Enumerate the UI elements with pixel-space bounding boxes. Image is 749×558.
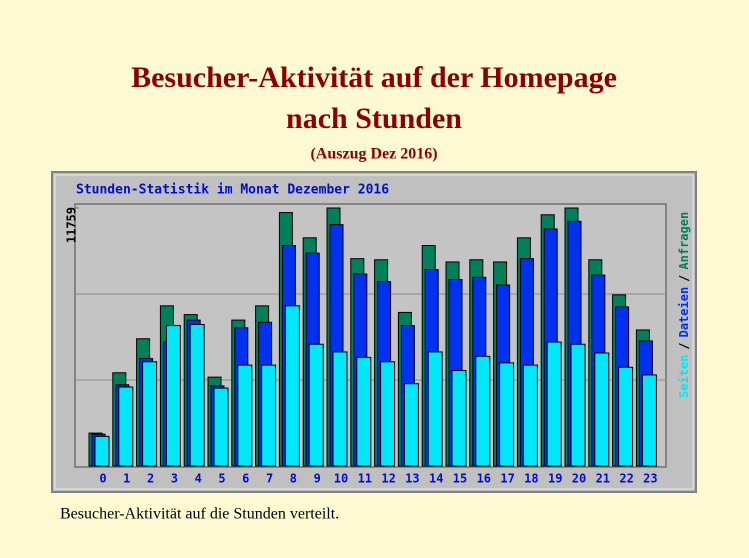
x-tick-label: 17 bbox=[500, 472, 514, 486]
x-tick-label: 23 bbox=[643, 472, 657, 486]
bar bbox=[403, 383, 419, 467]
bar bbox=[308, 343, 324, 467]
slide-title: Besucher-Aktivität auf der Homepage bbox=[131, 61, 617, 94]
x-tick-label: 20 bbox=[572, 472, 586, 486]
legend-entry: Dateien bbox=[677, 287, 691, 338]
x-tick-label: 7 bbox=[266, 472, 273, 486]
x-tick-label: 4 bbox=[195, 472, 202, 486]
legend: Seiten / Dateien / Anfragen bbox=[677, 212, 691, 398]
slide-title: nach Stunden bbox=[286, 102, 462, 135]
legend-separator: / bbox=[677, 342, 691, 349]
x-tick-label: 6 bbox=[242, 472, 249, 486]
bar bbox=[641, 374, 657, 467]
bar bbox=[356, 356, 372, 467]
x-tick-label: 12 bbox=[381, 472, 395, 486]
x-tick-label: 10 bbox=[334, 472, 348, 486]
bar bbox=[522, 364, 538, 467]
x-tick-label: 1 bbox=[123, 472, 130, 486]
bar bbox=[594, 352, 610, 467]
bar bbox=[237, 364, 253, 467]
y-tick-label: 11759 bbox=[65, 207, 79, 243]
x-tick-label: 14 bbox=[429, 472, 443, 486]
bar bbox=[427, 351, 443, 467]
legend-entry: Anfragen bbox=[677, 212, 691, 270]
chart-bevel bbox=[54, 174, 694, 490]
bar bbox=[213, 387, 229, 467]
bar bbox=[118, 386, 134, 467]
bar bbox=[261, 364, 277, 467]
x-tick-label: 11 bbox=[358, 472, 372, 486]
bar bbox=[142, 361, 158, 467]
bar bbox=[94, 435, 110, 467]
x-tick-label: 13 bbox=[405, 472, 419, 486]
x-tick-label: 2 bbox=[147, 472, 154, 486]
caption: Besucher-Aktivität auf die Stunden verte… bbox=[60, 506, 339, 523]
x-tick-label: 22 bbox=[619, 472, 633, 486]
bar bbox=[380, 361, 396, 467]
x-tick-label: 16 bbox=[477, 472, 491, 486]
bar bbox=[618, 366, 634, 467]
bar bbox=[165, 325, 181, 467]
bar bbox=[189, 323, 205, 467]
legend-separator: / bbox=[677, 275, 691, 282]
bar bbox=[499, 362, 515, 467]
x-tick-label: 15 bbox=[453, 472, 467, 486]
x-tick-label: 3 bbox=[171, 472, 178, 486]
x-tick-label: 21 bbox=[596, 472, 610, 486]
x-tick-label: 9 bbox=[314, 472, 321, 486]
bar bbox=[332, 351, 348, 467]
x-tick-label: 5 bbox=[218, 472, 225, 486]
bar bbox=[284, 305, 300, 467]
legend-entry: Seiten bbox=[677, 355, 691, 398]
x-tick-label: 0 bbox=[99, 472, 106, 486]
x-tick-label: 18 bbox=[524, 472, 538, 486]
bar bbox=[546, 341, 562, 467]
bar bbox=[570, 343, 586, 467]
bar bbox=[451, 370, 467, 467]
slide-subtitle: (Auszug Dez 2016) bbox=[310, 146, 437, 163]
x-tick-label: 8 bbox=[290, 472, 297, 486]
chart-title: Stunden-Statistik im Monat Dezember 2016 bbox=[76, 183, 389, 198]
x-tick-label: 19 bbox=[548, 472, 562, 486]
bar bbox=[475, 355, 491, 467]
